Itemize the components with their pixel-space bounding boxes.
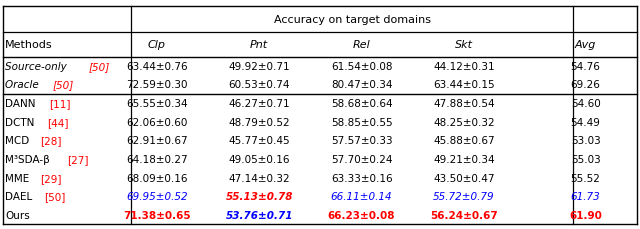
Text: 55.52: 55.52 — [571, 173, 600, 183]
Text: MME: MME — [5, 173, 33, 183]
Text: 68.09±0.16: 68.09±0.16 — [126, 173, 188, 183]
Text: 44.12±0.31: 44.12±0.31 — [433, 62, 495, 71]
Text: [28]: [28] — [40, 136, 62, 146]
Text: DANN: DANN — [5, 99, 39, 109]
Text: DAEL: DAEL — [5, 192, 36, 202]
Text: 66.23±0.08: 66.23±0.08 — [328, 210, 396, 220]
Text: [27]: [27] — [67, 154, 88, 164]
Text: [50]: [50] — [44, 192, 66, 202]
Text: 49.92±0.71: 49.92±0.71 — [228, 62, 290, 71]
Text: 54.76: 54.76 — [571, 62, 600, 71]
Text: 63.44±0.76: 63.44±0.76 — [126, 62, 188, 71]
Text: Rel: Rel — [353, 40, 371, 50]
Text: Skt: Skt — [455, 40, 473, 50]
Text: 60.53±0.74: 60.53±0.74 — [228, 80, 290, 90]
Text: 48.25±0.32: 48.25±0.32 — [433, 117, 495, 127]
Text: 66.11±0.14: 66.11±0.14 — [331, 192, 392, 202]
Text: M³SDA-β: M³SDA-β — [5, 154, 53, 164]
Text: 55.03: 55.03 — [571, 154, 600, 164]
Text: DCTN: DCTN — [5, 117, 38, 127]
Text: Methods: Methods — [5, 40, 52, 50]
Text: 65.55±0.34: 65.55±0.34 — [126, 99, 188, 109]
Text: 63.33±0.16: 63.33±0.16 — [331, 173, 392, 183]
Text: 55.13±0.78: 55.13±0.78 — [225, 192, 293, 202]
Text: [44]: [44] — [47, 117, 68, 127]
Text: Pnt: Pnt — [250, 40, 268, 50]
Text: 61.90: 61.90 — [569, 210, 602, 220]
Text: 45.88±0.67: 45.88±0.67 — [433, 136, 495, 146]
Text: 62.91±0.67: 62.91±0.67 — [126, 136, 188, 146]
Text: [50]: [50] — [53, 80, 74, 90]
Text: 57.57±0.33: 57.57±0.33 — [331, 136, 392, 146]
Text: 49.05±0.16: 49.05±0.16 — [228, 154, 290, 164]
Text: 43.50±0.47: 43.50±0.47 — [433, 173, 495, 183]
Text: Oracle: Oracle — [5, 80, 42, 90]
Text: 61.73: 61.73 — [571, 192, 600, 202]
Text: 45.77±0.45: 45.77±0.45 — [228, 136, 290, 146]
Text: 54.49: 54.49 — [571, 117, 600, 127]
Text: 57.70±0.24: 57.70±0.24 — [331, 154, 392, 164]
Text: 61.54±0.08: 61.54±0.08 — [331, 62, 392, 71]
Text: Accuracy on target domains: Accuracy on target domains — [273, 15, 431, 25]
Text: 49.21±0.34: 49.21±0.34 — [433, 154, 495, 164]
Text: 63.44±0.15: 63.44±0.15 — [433, 80, 495, 90]
Text: 46.27±0.71: 46.27±0.71 — [228, 99, 290, 109]
Text: 62.06±0.60: 62.06±0.60 — [126, 117, 188, 127]
Text: 53.03: 53.03 — [571, 136, 600, 146]
Text: 47.88±0.54: 47.88±0.54 — [433, 99, 495, 109]
Text: Source-only: Source-only — [5, 62, 70, 71]
Text: 71.38±0.65: 71.38±0.65 — [123, 210, 191, 220]
Text: Avg: Avg — [575, 40, 596, 50]
Text: 53.76±0.71: 53.76±0.71 — [225, 210, 293, 220]
Text: 56.24±0.67: 56.24±0.67 — [430, 210, 498, 220]
Text: 64.18±0.27: 64.18±0.27 — [126, 154, 188, 164]
Text: Ours: Ours — [5, 210, 30, 220]
Text: 58.68±0.64: 58.68±0.64 — [331, 99, 392, 109]
Text: 69.26: 69.26 — [571, 80, 600, 90]
Text: 69.95±0.52: 69.95±0.52 — [126, 192, 188, 202]
Text: 48.79±0.52: 48.79±0.52 — [228, 117, 290, 127]
Text: 80.47±0.34: 80.47±0.34 — [331, 80, 392, 90]
Text: [29]: [29] — [40, 173, 62, 183]
Text: [11]: [11] — [49, 99, 70, 109]
Text: [50]: [50] — [89, 62, 110, 71]
Text: 47.14±0.32: 47.14±0.32 — [228, 173, 290, 183]
Text: Clp: Clp — [148, 40, 166, 50]
Text: MCD: MCD — [5, 136, 33, 146]
Text: 54.60: 54.60 — [571, 99, 600, 109]
Text: 72.59±0.30: 72.59±0.30 — [126, 80, 188, 90]
Text: 58.85±0.55: 58.85±0.55 — [331, 117, 392, 127]
Text: 55.72±0.79: 55.72±0.79 — [433, 192, 495, 202]
